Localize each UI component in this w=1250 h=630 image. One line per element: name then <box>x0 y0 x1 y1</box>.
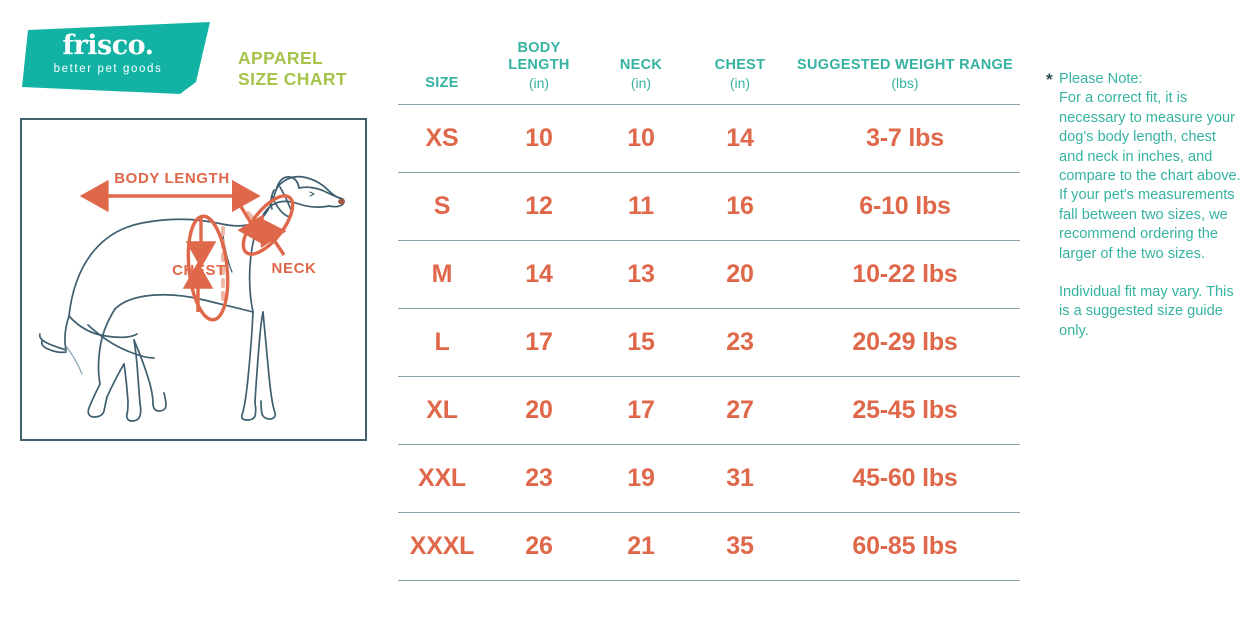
chest-label: CHEST <box>172 262 226 279</box>
note-title: Please Note: <box>1059 71 1143 87</box>
note-title-line: * Please Note: <box>1046 70 1242 89</box>
cell-weight: 3-7 lbs <box>866 124 944 152</box>
cell-size: L <box>434 328 450 356</box>
column-header-size-label: SIZE <box>425 75 459 91</box>
cell-neck: 21 <box>627 532 655 560</box>
column-header-body-length: BODY LENGTH (in) <box>486 40 592 105</box>
cell-weight: 45-60 lbs <box>852 464 958 492</box>
cell-chest: 14 <box>726 124 754 152</box>
logo-text-group: frisco. better pet goods <box>20 32 196 76</box>
cell-body-length: 17 <box>525 328 553 356</box>
column-header-body-length-unit: (in) <box>528 75 550 91</box>
column-header-neck: NECK (in) <box>592 40 690 105</box>
logo-banner-shape <box>22 22 210 94</box>
page-title: APPAREL SIZE CHART <box>238 48 347 90</box>
cell-size: XXXL <box>409 532 475 560</box>
cell-neck: 19 <box>627 464 655 492</box>
table-row: S 12 11 16 6-10 lbs <box>398 172 1020 241</box>
cell-chest: 16 <box>726 192 754 220</box>
logo-wordmark: frisco. <box>62 30 154 61</box>
please-note-panel: * Please Note: For a correct fit, it is … <box>1046 70 1242 341</box>
table-row: XS 10 10 14 3-7 lbs <box>398 104 1020 173</box>
cell-body-length: 10 <box>525 124 553 152</box>
asterisk-marker: * <box>1046 70 1053 89</box>
cell-size: M <box>431 260 453 288</box>
cell-chest: 31 <box>726 464 754 492</box>
dog-diagram-svg: BODY LENGTH CHEST NECK <box>38 170 345 422</box>
cell-weight: 60-85 lbs <box>852 532 958 560</box>
cell-neck: 13 <box>627 260 655 288</box>
note-body-text: For a correct fit, it is necessary to me… <box>1059 90 1241 262</box>
cell-body-length: 20 <box>525 396 553 424</box>
cell-body-length: 26 <box>525 532 553 560</box>
cell-weight: 25-45 lbs <box>852 396 958 424</box>
table-row: XL 20 17 27 25-45 lbs <box>398 376 1020 445</box>
column-header-neck-label: NECK <box>619 57 663 73</box>
cell-chest: 23 <box>726 328 754 356</box>
apparel-size-table: SIZE BODY LENGTH (in) NECK (in) CHEST (i… <box>398 40 1020 581</box>
cell-weight: 20-29 lbs <box>852 328 958 356</box>
dog-measurement-illustration: BODY LENGTH CHEST NECK <box>20 118 367 441</box>
table-row: XXL 23 19 31 45-60 lbs <box>398 444 1020 513</box>
cell-size: XL <box>426 396 458 424</box>
cell-chest: 27 <box>726 396 754 424</box>
cell-chest: 20 <box>726 260 754 288</box>
table-header-row: SIZE BODY LENGTH (in) NECK (in) CHEST (i… <box>398 40 1020 105</box>
cell-size: XS <box>425 124 459 152</box>
dog-outline <box>38 175 345 422</box>
column-header-weight-label: SUGGESTED WEIGHT RANGE <box>796 57 1014 73</box>
column-header-weight: SUGGESTED WEIGHT RANGE (lbs) <box>790 40 1020 105</box>
page-title-line-2: SIZE CHART <box>238 69 347 89</box>
column-header-chest: CHEST (in) <box>690 40 790 105</box>
column-header-chest-unit: (in) <box>729 75 751 91</box>
column-header-size: SIZE <box>398 40 486 105</box>
column-header-chest-label: CHEST <box>714 57 766 73</box>
table-row: XXXL 26 21 35 60-85 lbs <box>398 512 1020 581</box>
logo-tagline: better pet goods <box>53 63 163 75</box>
cell-size: XXL <box>417 464 467 492</box>
cell-body-length: 12 <box>525 192 553 220</box>
cell-neck: 11 <box>627 192 655 220</box>
cell-size: S <box>433 192 451 220</box>
body-length-label: BODY LENGTH <box>114 170 230 187</box>
neck-arrow-up <box>258 217 287 256</box>
cell-neck: 17 <box>627 396 655 424</box>
cell-neck: 15 <box>627 328 655 356</box>
frisco-logo: frisco. better pet goods <box>20 22 220 100</box>
note-secondary-text: Individual fit may vary. This is a sugge… <box>1059 284 1234 339</box>
cell-body-length: 14 <box>525 260 553 288</box>
column-header-weight-unit: (lbs) <box>891 75 919 91</box>
column-header-body-length-label: BODY LENGTH <box>508 40 570 73</box>
cell-chest: 35 <box>726 532 754 560</box>
cell-neck: 10 <box>627 124 655 152</box>
column-header-neck-unit: (in) <box>630 75 652 91</box>
cell-weight: 6-10 lbs <box>859 192 951 220</box>
cell-body-length: 23 <box>525 464 553 492</box>
cell-weight: 10-22 lbs <box>852 260 958 288</box>
table-row: M 14 13 20 10-22 lbs <box>398 240 1020 309</box>
page-title-line-1: APPAREL <box>238 48 324 68</box>
table-row: L 17 15 23 20-29 lbs <box>398 308 1020 377</box>
neck-label: NECK <box>272 260 317 277</box>
